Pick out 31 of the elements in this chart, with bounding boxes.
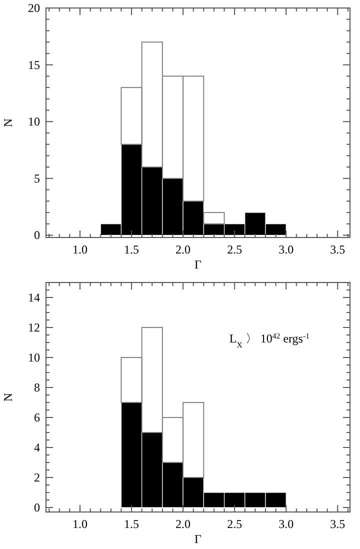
y-tick-label: 5: [34, 171, 40, 186]
x-tick-label: 3.0: [278, 517, 294, 531]
x-tick-label: 1.0: [72, 517, 88, 531]
x-tick-label: 3.5: [330, 242, 346, 256]
x-tick-label: 2.5: [227, 517, 242, 531]
y-tick-label: 6: [34, 410, 40, 424]
y-tick-label: 20: [28, 1, 40, 15]
x-tick-label: 1.5: [124, 242, 140, 256]
x-axis-title: Γ: [194, 532, 202, 546]
y-tick-label: 8: [34, 380, 40, 394]
y-tick-label: 10: [28, 350, 40, 364]
x-tick-label: 2.0: [176, 242, 191, 256]
x-tick-label: 3.5: [330, 517, 346, 531]
y-axis-title: N: [1, 118, 15, 128]
x-tick-label: 2.5: [227, 242, 242, 256]
y-tick-label: 2: [34, 470, 40, 484]
y-tick-label: 0: [34, 500, 40, 514]
y-axis-title: N: [1, 392, 15, 402]
annotation: L$_{X}$ 〉 10$^{42}$ ergs$^{-1}$: [229, 331, 310, 349]
x-tick-label: 1.0: [72, 242, 88, 256]
y-tick-label: 10: [28, 114, 40, 129]
y-tick-label: 4: [34, 440, 40, 454]
y-tick-label: 0: [34, 228, 40, 242]
y-tick-label: 12: [28, 320, 40, 334]
x-tick-label: 1.5: [124, 517, 140, 531]
x-tick-label: 2.0: [176, 517, 191, 531]
y-tick-label: 14: [28, 290, 40, 304]
y-tick-label: 15: [28, 58, 40, 72]
bar: [203, 212, 225, 224]
x-tick-label: 3.0: [278, 242, 294, 256]
x-axis-title: Γ: [194, 258, 202, 272]
